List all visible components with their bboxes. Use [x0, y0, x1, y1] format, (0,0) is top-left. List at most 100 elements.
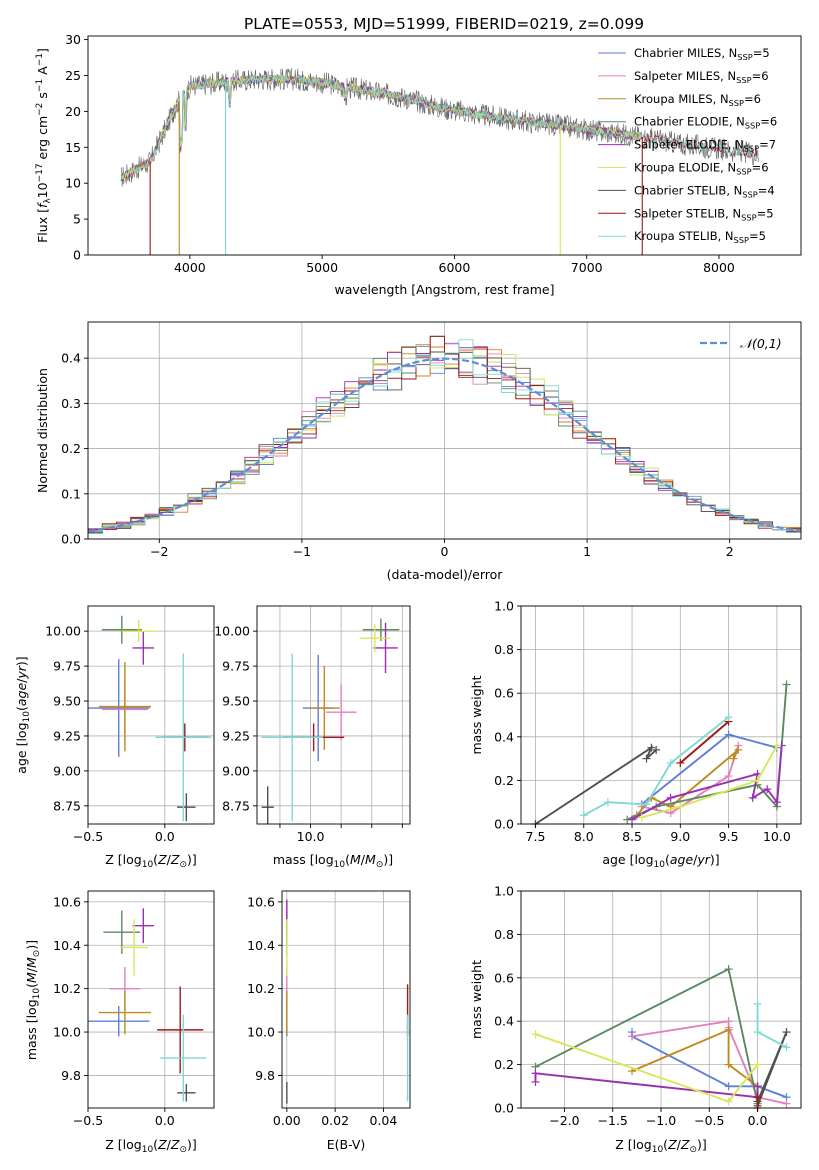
- age-mass-ytick-label: 9.50: [222, 694, 250, 709]
- age-mass-ytick-label: 9.00: [222, 763, 250, 778]
- mass-z-ytick-label: 10.2: [53, 981, 81, 996]
- spectrum-ytick-label: 25: [65, 68, 81, 83]
- residuals-ytick-label: 0.1: [61, 486, 81, 501]
- age-z-ytick-label: 9.00: [53, 763, 81, 778]
- spectrum-xtick-label: 4000: [174, 260, 206, 275]
- weight-z-xlabel: Z [log10(Z/Z⊙)]: [615, 1137, 707, 1155]
- mass-ebv-ytick-label: 9.8: [255, 1068, 275, 1083]
- figure-title: PLATE=0553, MJD=51999, FIBERID=0219, z=0…: [244, 15, 644, 33]
- weight-age-ylabel: mass weight: [469, 675, 484, 754]
- residuals-ytick-label: 0.0: [61, 532, 81, 547]
- weight-age-xtick-label: 10.0: [763, 829, 791, 844]
- spectrum-xlabel: wavelength [Angstrom, rest frame]: [334, 282, 554, 297]
- weight-z-series: [534, 1072, 759, 1099]
- legend-entry: Chabrier MILES, NSSP=5: [634, 46, 770, 62]
- weight-z-ylabel: mass weight: [469, 960, 484, 1039]
- weight-z-ytick-label: 0.0: [494, 1101, 514, 1116]
- residuals-xtick-label: −2: [150, 544, 168, 559]
- weight-age-ytick-label: 0.0: [494, 817, 514, 832]
- age-z-ytick-label: 9.75: [53, 659, 81, 674]
- mass-z-ytick-label: 9.8: [61, 1068, 81, 1083]
- mass-ebv-xtick-label: 0.04: [370, 1113, 398, 1128]
- legend-entry: Chabrier ELODIE, NSSP=6: [634, 115, 777, 131]
- residual-histogram: [88, 335, 801, 531]
- weight-age-xtick-label: 8.5: [622, 829, 642, 844]
- weight-age-series: [641, 733, 778, 806]
- age-z-ytick-label: 9.50: [53, 694, 81, 709]
- legend-entry: Salpeter ELODIE, NSSP=7: [634, 138, 776, 154]
- age-mass-ytick-label: 10.00: [214, 624, 250, 639]
- mass-z-ytick-label: 10.6: [53, 894, 81, 909]
- age-mass-ytick-label: 9.25: [222, 728, 250, 743]
- age-z-ytick-label: 10.00: [45, 624, 81, 639]
- weight-age-xtick-label: 8.0: [574, 829, 594, 844]
- weight-z-ytick-label: 0.8: [494, 927, 514, 942]
- mass-ebv-xtick-label: 0.00: [273, 1113, 301, 1128]
- weight-z-xtick-label: −1.5: [598, 1113, 628, 1128]
- mass-z-xlabel: Z [log10(Z/Z⊙)]: [105, 1137, 197, 1155]
- spectrum-xtick-label: 8000: [703, 260, 735, 275]
- age-z-ylabel: age [log10(age/yr)]: [14, 656, 32, 773]
- spectrum-line: [120, 73, 642, 181]
- mass-z-frame: [87, 890, 215, 1109]
- mass-z-xtick-label: 0.0: [155, 1113, 175, 1128]
- mass-z-xtick-label: −0.5: [73, 1113, 103, 1128]
- legend-entry: Kroupa STELIB, NSSP=5: [634, 229, 766, 245]
- legend-entry: 𝒩(0,1): [740, 336, 782, 351]
- weight-z-ytick-label: 0.6: [494, 970, 514, 985]
- mass-ebv-ytick-label: 10.2: [247, 981, 275, 996]
- spectrum-ytick-label: 5: [73, 212, 81, 227]
- weight-age-ytick-label: 0.8: [494, 642, 514, 657]
- residuals-xtick-label: −1: [293, 544, 311, 559]
- spectrum-ytick-label: 15: [65, 140, 81, 155]
- gaussian-curve: [87, 357, 802, 533]
- weight-z-xtick-label: −2.0: [549, 1113, 579, 1128]
- residuals-xtick-label: 0: [441, 544, 449, 559]
- mass-ebv-frame: [281, 890, 411, 1109]
- weight-age-series: [641, 745, 778, 819]
- weight-age-ytick-label: 1.0: [494, 599, 514, 614]
- weight-age-xlabel: age [log10(age/yr)]: [602, 852, 719, 870]
- age-mass-ytick-label: 8.75: [222, 798, 250, 813]
- residuals-xtick-label: 2: [726, 544, 734, 559]
- weight-age-frame: [520, 605, 802, 825]
- age-z-ytick-label: 9.25: [53, 728, 81, 743]
- weight-age-series: [534, 745, 657, 824]
- legend-entry: Kroupa MILES, NSSP=6: [634, 92, 761, 108]
- mass-ebv-ytick-label: 10.6: [247, 894, 275, 909]
- age-z-xlabel: Z [log10(Z/Z⊙)]: [105, 852, 197, 870]
- residuals-ytick-label: 0.3: [61, 396, 81, 411]
- weight-z-series: [631, 1028, 759, 1088]
- legend-entry: Chabrier STELIB, NSSP=4: [634, 183, 775, 199]
- age-mass-ytick-label: 9.75: [222, 659, 250, 674]
- residuals-ytick-label: 0.4: [61, 351, 81, 366]
- mass-z-ytick-label: 10.4: [53, 938, 81, 953]
- weight-z-ytick-label: 0.2: [494, 1057, 514, 1072]
- weight-age-ytick-label: 0.4: [494, 729, 514, 744]
- legend-entry: Salpeter STELIB, NSSP=5: [634, 206, 774, 222]
- weight-age-series: [679, 720, 730, 764]
- weight-z-xtick-label: −0.5: [694, 1113, 724, 1128]
- mass-ebv-xtick-label: 0.02: [321, 1113, 349, 1128]
- age-z-xtick-label: −0.5: [73, 829, 103, 844]
- spectrum-ylabel: Flux [fλ10−17 erg cm−2 s−1 A−1]: [35, 48, 53, 243]
- age-mass-xlabel: mass [log10(M/M⊙)]: [273, 852, 393, 870]
- spectrum-xtick-label: 5000: [306, 260, 338, 275]
- spectrum-ytick-label: 0: [73, 248, 81, 263]
- legend-entry: Salpeter MILES, NSSP=6: [634, 69, 769, 85]
- spectrum-line: [120, 73, 759, 181]
- residuals-ylabel: Normed distribution: [35, 368, 50, 493]
- residuals-xtick-label: 1: [583, 544, 591, 559]
- spectrum-xtick-label: 6000: [439, 260, 471, 275]
- mass-z-ylabel: mass [log10(M/M⊙)]: [24, 940, 42, 1060]
- age-z-xtick-label: 0.0: [155, 829, 175, 844]
- age-z-frame: [87, 605, 215, 825]
- spectrum-ytick-label: 20: [65, 104, 81, 119]
- weight-age-xtick-label: 9.0: [670, 829, 690, 844]
- weight-age-ytick-label: 0.2: [494, 773, 514, 788]
- mass-ebv-ytick-label: 10.0: [247, 1025, 275, 1040]
- weight-z-xtick-label: −1.0: [646, 1113, 676, 1128]
- spectrum-ytick-label: 10: [65, 176, 81, 191]
- residuals-xlabel: (data-model)/error: [387, 567, 504, 582]
